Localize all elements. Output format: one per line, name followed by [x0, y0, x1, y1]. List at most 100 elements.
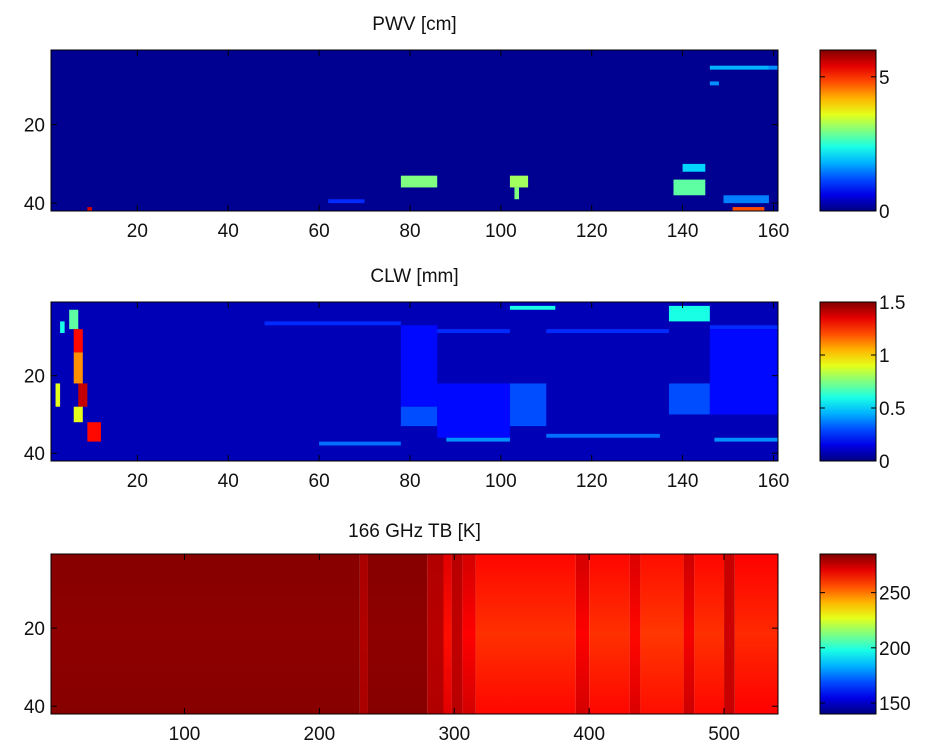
x-tick-label: 80: [399, 471, 420, 492]
panel-title: CLW [mm]: [370, 266, 458, 287]
heatmap-patch: [73, 352, 83, 384]
y-tick-label: 40: [24, 444, 45, 465]
plot-frame: [50, 49, 779, 212]
heatmap-patch: [509, 305, 556, 310]
heatmap-patch: [87, 422, 101, 442]
heatmap-patch: [437, 329, 510, 334]
colorbar-tick-label: 0: [879, 202, 890, 223]
y-tick-label: 20: [24, 619, 45, 640]
x-tick-label: 160: [758, 221, 790, 242]
tb-column-band: [475, 554, 576, 714]
heatmap-patch: [709, 81, 719, 86]
tb-column-band: [427, 554, 444, 714]
x-tick-label: 200: [304, 724, 336, 745]
colorbar-tick-label: 5: [879, 68, 890, 89]
x-tick-label: 500: [708, 724, 740, 745]
tb-column-band: [575, 554, 590, 714]
colorbar-tick-label: 1.5: [879, 293, 905, 314]
heatmap-patch: [509, 175, 529, 188]
heatmap-patch: [328, 199, 365, 204]
tb-column-band: [734, 554, 778, 714]
tb-column-band: [462, 554, 476, 714]
heatmap-patch: [768, 65, 778, 70]
tb-column-band: [359, 554, 368, 714]
y-tick-label: 40: [24, 697, 45, 718]
plot-frame: [50, 553, 779, 715]
heatmap-field: [51, 302, 778, 461]
heatmap-patch: [509, 383, 547, 427]
x-tick-label: 60: [309, 471, 330, 492]
colorbar-gradient: [820, 50, 876, 211]
heatmap-patch: [668, 305, 710, 322]
heatmap-patch: [78, 383, 88, 407]
plot-frame: [50, 301, 779, 462]
panel-2: CLW [mm] 20 40 60 80 100 120 140 160 20 40 0 0.5 1 1.5: [24, 266, 906, 492]
tb-column-band: [694, 554, 725, 714]
colorbar: 0 0.5 1 1.5: [819, 293, 905, 473]
x-tick-label: 20: [127, 471, 148, 492]
x-tick-label: 120: [576, 471, 608, 492]
tb-column-band: [589, 554, 630, 714]
heatmap-patch: [546, 433, 660, 438]
colorbar-gradient: [820, 554, 876, 714]
tb-column-band: [443, 554, 452, 714]
heatmap-patch: [546, 329, 669, 334]
heatmap-patch: [400, 175, 438, 188]
x-tick-label: 40: [218, 221, 239, 242]
tb-column-band: [51, 554, 360, 714]
tb-column-band: [683, 554, 695, 714]
x-tick-label: 60: [309, 221, 330, 242]
x-tick-label: 300: [438, 724, 470, 745]
panel-title: PWV [cm]: [372, 14, 456, 35]
tb-column-band: [367, 554, 428, 714]
x-tick-label: 40: [218, 471, 239, 492]
colorbar-tick-label: 0.5: [879, 399, 905, 420]
x-tick-label: 400: [573, 724, 605, 745]
colorbar-tick-label: 1: [879, 346, 890, 367]
heatmap-patch: [714, 437, 778, 442]
x-tick-label: 160: [758, 471, 790, 492]
colorbar-tick-label: 150: [879, 694, 911, 715]
heatmap-patch: [514, 187, 520, 200]
heatmap-patch: [709, 325, 778, 330]
heatmap-patch: [682, 163, 706, 172]
y-tick-label: 40: [24, 194, 45, 215]
colorbar: 150 200 250: [819, 553, 911, 715]
heatmap-patch: [264, 321, 401, 326]
heatmap-field: [51, 50, 778, 211]
colorbar: 05: [819, 49, 890, 223]
panel-title: 166 GHz TB [K]: [348, 521, 481, 542]
y-tick-label: 20: [24, 367, 45, 388]
heatmap-patch: [69, 309, 79, 330]
tb-column-band: [724, 554, 735, 714]
colorbar-gradient: [820, 302, 876, 461]
x-tick-label: 140: [667, 471, 699, 492]
heatmap-patch: [73, 406, 83, 423]
x-tick-label: 20: [127, 221, 148, 242]
heatmap-patch: [668, 383, 710, 415]
heatmap-patch: [673, 179, 706, 196]
y-tick-label: 20: [24, 116, 45, 137]
x-tick-label: 80: [399, 221, 420, 242]
tb-column-band: [640, 554, 684, 714]
tb-column-band: [451, 554, 463, 714]
heatmap-patch: [732, 207, 765, 211]
x-tick-label: 100: [485, 221, 517, 242]
heatmap-patch: [400, 325, 438, 407]
heatmap-patch: [437, 383, 510, 438]
heatmap-patch: [319, 441, 401, 446]
colorbar-tick-label: 250: [879, 584, 911, 605]
heatmap-patch: [55, 383, 61, 407]
colorbar-tick-label: 200: [879, 639, 911, 660]
heatmap-patch: [60, 321, 65, 334]
heatmap-patch: [709, 65, 769, 70]
colorbar-tick-label: 0: [879, 452, 890, 473]
colorbar-frame: [819, 301, 877, 462]
heatmap-patch: [709, 329, 778, 415]
heatmap-field: [51, 554, 778, 714]
panel-3: 166 GHz TB [K] 100 200 300 400 500 20 40 150 200 2…: [24, 521, 911, 745]
colorbar-frame: [819, 49, 877, 212]
heatmap-patch: [400, 406, 438, 427]
